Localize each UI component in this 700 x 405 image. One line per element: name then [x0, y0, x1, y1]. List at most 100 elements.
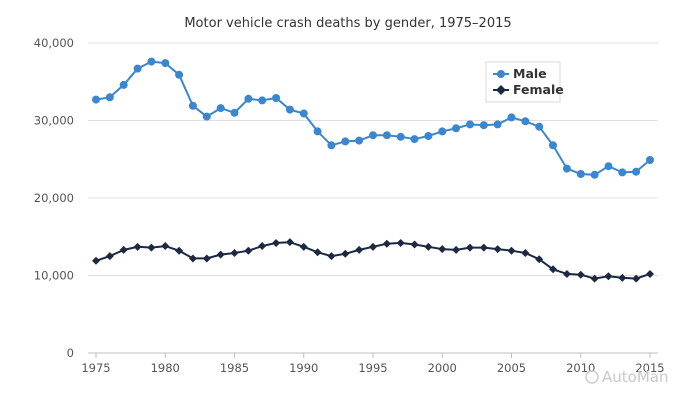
- data-point-female: [147, 243, 156, 252]
- data-point-female: [618, 273, 627, 282]
- data-point-female: [521, 249, 530, 258]
- x-tick-label: 1980: [151, 361, 180, 375]
- data-point-male: [618, 168, 627, 177]
- data-point-male: [369, 131, 377, 140]
- data-point-male: [327, 141, 336, 150]
- data-point-female: [119, 245, 128, 254]
- data-point-female: [562, 269, 571, 278]
- data-point-female: [244, 246, 253, 255]
- watermark-logo-icon: [585, 370, 599, 384]
- data-point-male: [396, 132, 405, 141]
- data-point-male: [576, 170, 585, 178]
- watermark: AutoMan: [585, 368, 668, 386]
- data-point-female: [341, 249, 350, 258]
- data-point-male: [341, 137, 350, 146]
- data-point-female: [438, 245, 447, 254]
- data-point-male: [92, 95, 100, 104]
- data-point-female: [175, 246, 184, 255]
- series-male: [92, 57, 654, 179]
- x-tick-label: 2010: [566, 361, 595, 375]
- data-point-male: [175, 70, 184, 79]
- y-tick-label: 20,000: [34, 191, 74, 205]
- data-point-female: [299, 242, 308, 251]
- x-tick-label: 1975: [81, 361, 110, 375]
- data-point-male: [355, 136, 364, 145]
- x-tick-label: 1995: [358, 361, 387, 375]
- data-point-female: [396, 238, 405, 247]
- x-tick-label: 1990: [289, 361, 318, 375]
- data-point-female: [92, 256, 100, 265]
- data-point-female: [590, 274, 599, 283]
- x-tick-label: 2005: [497, 361, 526, 375]
- data-point-male: [299, 109, 308, 118]
- data-point-male: [646, 156, 654, 164]
- data-point-male: [590, 170, 599, 179]
- data-point-male: [244, 94, 253, 103]
- data-point-male: [604, 162, 613, 171]
- data-point-female: [133, 242, 142, 251]
- data-point-female: [646, 269, 654, 278]
- data-point-female: [216, 250, 225, 259]
- data-point-male: [493, 120, 502, 129]
- data-point-female: [535, 255, 544, 264]
- data-point-female: [313, 248, 322, 257]
- y-axis: 0 10,000 20,000 30,000 40,000: [34, 36, 74, 360]
- data-point-male: [410, 135, 419, 144]
- data-point-male: [479, 121, 488, 130]
- data-point-female: [369, 242, 377, 251]
- data-point-female: [576, 270, 585, 279]
- data-point-female: [382, 239, 391, 248]
- legend-male-marker: [497, 70, 505, 78]
- data-point-male: [438, 127, 447, 136]
- data-point-male: [285, 105, 294, 114]
- data-point-male: [147, 57, 156, 66]
- data-point-female: [410, 240, 419, 249]
- legend-box: [485, 61, 561, 103]
- y-tick-label: 10,000: [34, 269, 74, 283]
- data-point-female: [161, 242, 170, 251]
- y-tick-label: 30,000: [34, 114, 74, 128]
- legend-female-label: Female: [513, 82, 564, 97]
- data-point-female: [424, 242, 433, 251]
- data-point-male: [382, 131, 391, 140]
- data-point-male: [119, 80, 128, 89]
- x-tick-label: 1985: [220, 361, 249, 375]
- data-point-female: [479, 243, 488, 252]
- data-point-female: [604, 272, 613, 281]
- data-point-male: [466, 120, 474, 129]
- data-point-male: [549, 141, 557, 150]
- data-point-male: [562, 164, 571, 173]
- grid-lines: [88, 42, 658, 354]
- series-layer: [92, 57, 654, 283]
- x-axis: 1975 1980 1985 1990 1995 2000 2005 2010 2015: [81, 353, 665, 375]
- x-tick-label: 2000: [428, 361, 457, 375]
- data-point-male: [424, 132, 433, 140]
- data-point-female: [188, 254, 197, 263]
- watermark-text: AutoMan: [602, 368, 668, 386]
- data-point-male: [272, 94, 281, 102]
- data-point-female: [272, 238, 281, 247]
- data-point-female: [105, 252, 114, 261]
- y-tick-label: 0: [67, 346, 74, 360]
- data-point-male: [161, 59, 170, 68]
- y-tick-label: 40,000: [34, 36, 74, 50]
- legend-male-label: Male: [513, 66, 547, 81]
- data-point-female: [230, 249, 239, 258]
- data-point-female: [507, 246, 516, 255]
- data-point-male: [521, 117, 530, 126]
- series-female: [92, 238, 654, 283]
- data-point-male: [105, 93, 114, 102]
- data-point-female: [452, 245, 461, 254]
- chart-title: Motor vehicle crash deaths by gender, 19…: [184, 16, 511, 31]
- data-point-female: [465, 243, 474, 252]
- data-point-male: [507, 113, 516, 122]
- data-point-female: [355, 245, 364, 254]
- data-point-female: [549, 265, 558, 274]
- data-point-female: [632, 274, 641, 283]
- data-point-male: [535, 122, 544, 131]
- data-point-male: [452, 124, 461, 133]
- data-point-male: [258, 96, 267, 105]
- data-point-male: [230, 108, 239, 117]
- data-point-male: [632, 167, 641, 176]
